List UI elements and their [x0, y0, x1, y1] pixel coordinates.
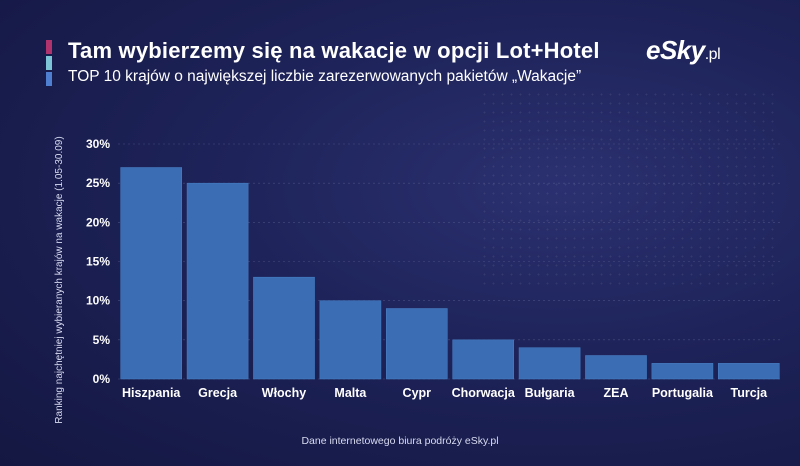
x-tick-label: Hiszpania: [122, 386, 181, 400]
y-tick-label: 15%: [86, 255, 110, 269]
x-tick-label: Turcja: [731, 386, 769, 400]
accent-bar-teal: [46, 56, 52, 70]
y-tick-label: 20%: [86, 215, 110, 229]
y-tick-label: 25%: [86, 176, 110, 190]
source-note: Dane internetowego biura podróży eSky.pl: [301, 435, 499, 447]
y-tick-label: 30%: [86, 137, 110, 151]
bar-bułgaria: [518, 347, 581, 380]
accent-bar-blue: [46, 72, 52, 86]
y-tick-label: 10%: [86, 294, 110, 308]
x-tick-label: Portugalia: [652, 386, 714, 400]
x-tick-label: Bułgaria: [525, 386, 576, 400]
x-tick-label: Grecja: [198, 386, 238, 400]
bar-zea: [585, 355, 647, 380]
x-tick-label: Cypr: [403, 386, 432, 400]
bar-turcja: [718, 363, 780, 380]
esky-logo: eSky.pl: [646, 35, 721, 66]
y-tick-label: 5%: [93, 333, 111, 347]
bar-portugalia: [651, 363, 714, 380]
bar-hiszpania: [120, 167, 182, 380]
x-tick-label: Malta: [334, 386, 367, 400]
title-accent-bars: [46, 40, 52, 88]
bar-włochy: [253, 276, 315, 380]
x-tick-label: Włochy: [262, 386, 306, 400]
bar-chorwacja: [452, 339, 514, 380]
bar-cypr: [386, 308, 448, 380]
logo-suffix: .pl: [704, 46, 721, 63]
background-dot-pattern: [480, 90, 780, 290]
chart-title: Tam wybierzemy się na wakacje w opcji Lo…: [68, 38, 600, 63]
x-tick-label: ZEA: [604, 386, 629, 400]
logo-main: eSky: [646, 35, 705, 65]
bar-grecja: [186, 182, 249, 380]
chart-subtitle: TOP 10 krajów o największej liczbie zare…: [68, 68, 582, 85]
accent-bar-magenta: [46, 40, 52, 54]
bar-malta: [319, 300, 382, 380]
x-tick-label: Chorwacja: [452, 386, 516, 400]
y-tick-label: 0%: [93, 372, 111, 386]
